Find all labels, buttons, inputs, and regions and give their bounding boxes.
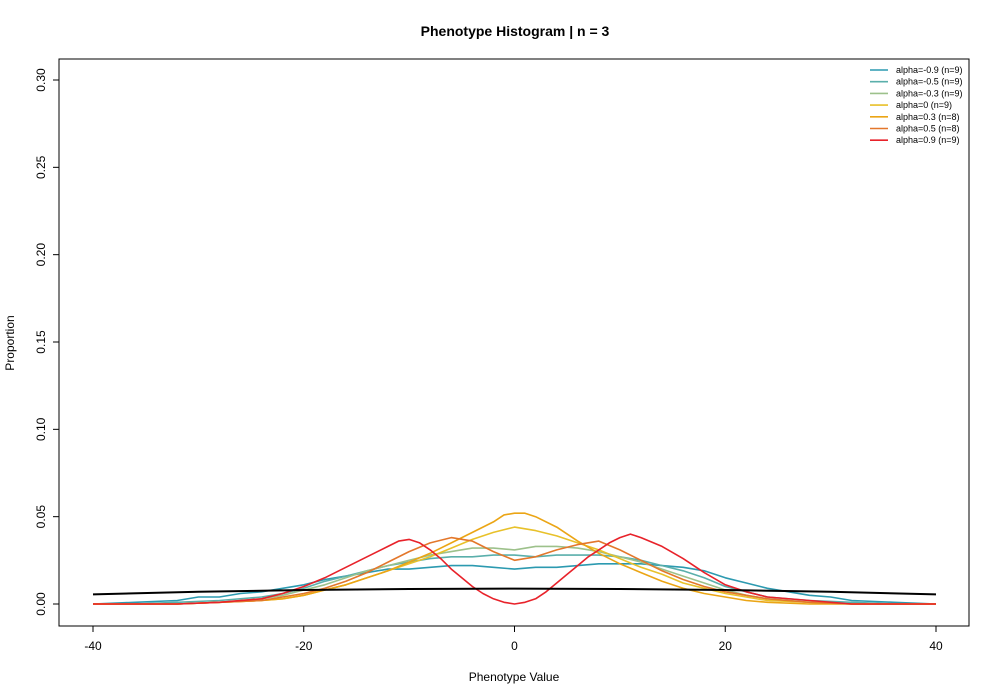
legend-label: alpha=0.3 (n=8) (896, 112, 960, 122)
series-line-4 (93, 512, 936, 605)
legend-label: alpha=-0.5 (n=9) (896, 77, 963, 87)
y-tick-label: 0.05 (34, 505, 48, 529)
x-tick-label: -20 (295, 639, 313, 653)
x-tick-label: 0 (511, 639, 518, 653)
y-axis-label: Proportion (3, 315, 17, 370)
x-tick-label: 40 (929, 639, 943, 653)
series-line-5 (93, 536, 936, 605)
legend-label: alpha=0.9 (n=9) (896, 135, 960, 145)
y-axis: 0.00 0.05 0.10 0.15 0.20 0.25 0.30 (34, 68, 60, 616)
series-line-6 (93, 533, 936, 605)
reference-curve (92, 587, 937, 596)
y-tick-label: 0.25 (34, 155, 48, 179)
x-axis-label: Phenotype Value (469, 670, 560, 684)
y-tick-label: 0.10 (34, 417, 48, 441)
legend-label: alpha=-0.3 (n=9) (896, 88, 963, 98)
y-tick-label: 0.00 (34, 592, 48, 616)
plot-frame (58, 58, 970, 627)
x-tick-label: 20 (719, 639, 733, 653)
legend-label: alpha=0.5 (n=8) (896, 124, 960, 134)
x-axis: -40 -20 0 20 40 (84, 625, 943, 653)
legend: alpha=-0.9 (n=9) alpha=-0.5 (n=9)alpha=-0… (870, 65, 963, 145)
legend-label: alpha=0 (n=9) (896, 100, 952, 110)
y-tick-label: 0.30 (34, 68, 48, 92)
series-layer (92, 512, 937, 605)
legend-label: alpha=-0.9 (n=9) (896, 65, 963, 75)
x-tick-label: -40 (84, 639, 102, 653)
series-line-0 (92, 562, 937, 605)
series-line-3 (93, 526, 936, 605)
y-tick-label: 0.15 (34, 330, 48, 354)
chart-title: Phenotype Histogram | n = 3 (421, 23, 610, 39)
y-tick-label: 0.20 (34, 243, 48, 267)
